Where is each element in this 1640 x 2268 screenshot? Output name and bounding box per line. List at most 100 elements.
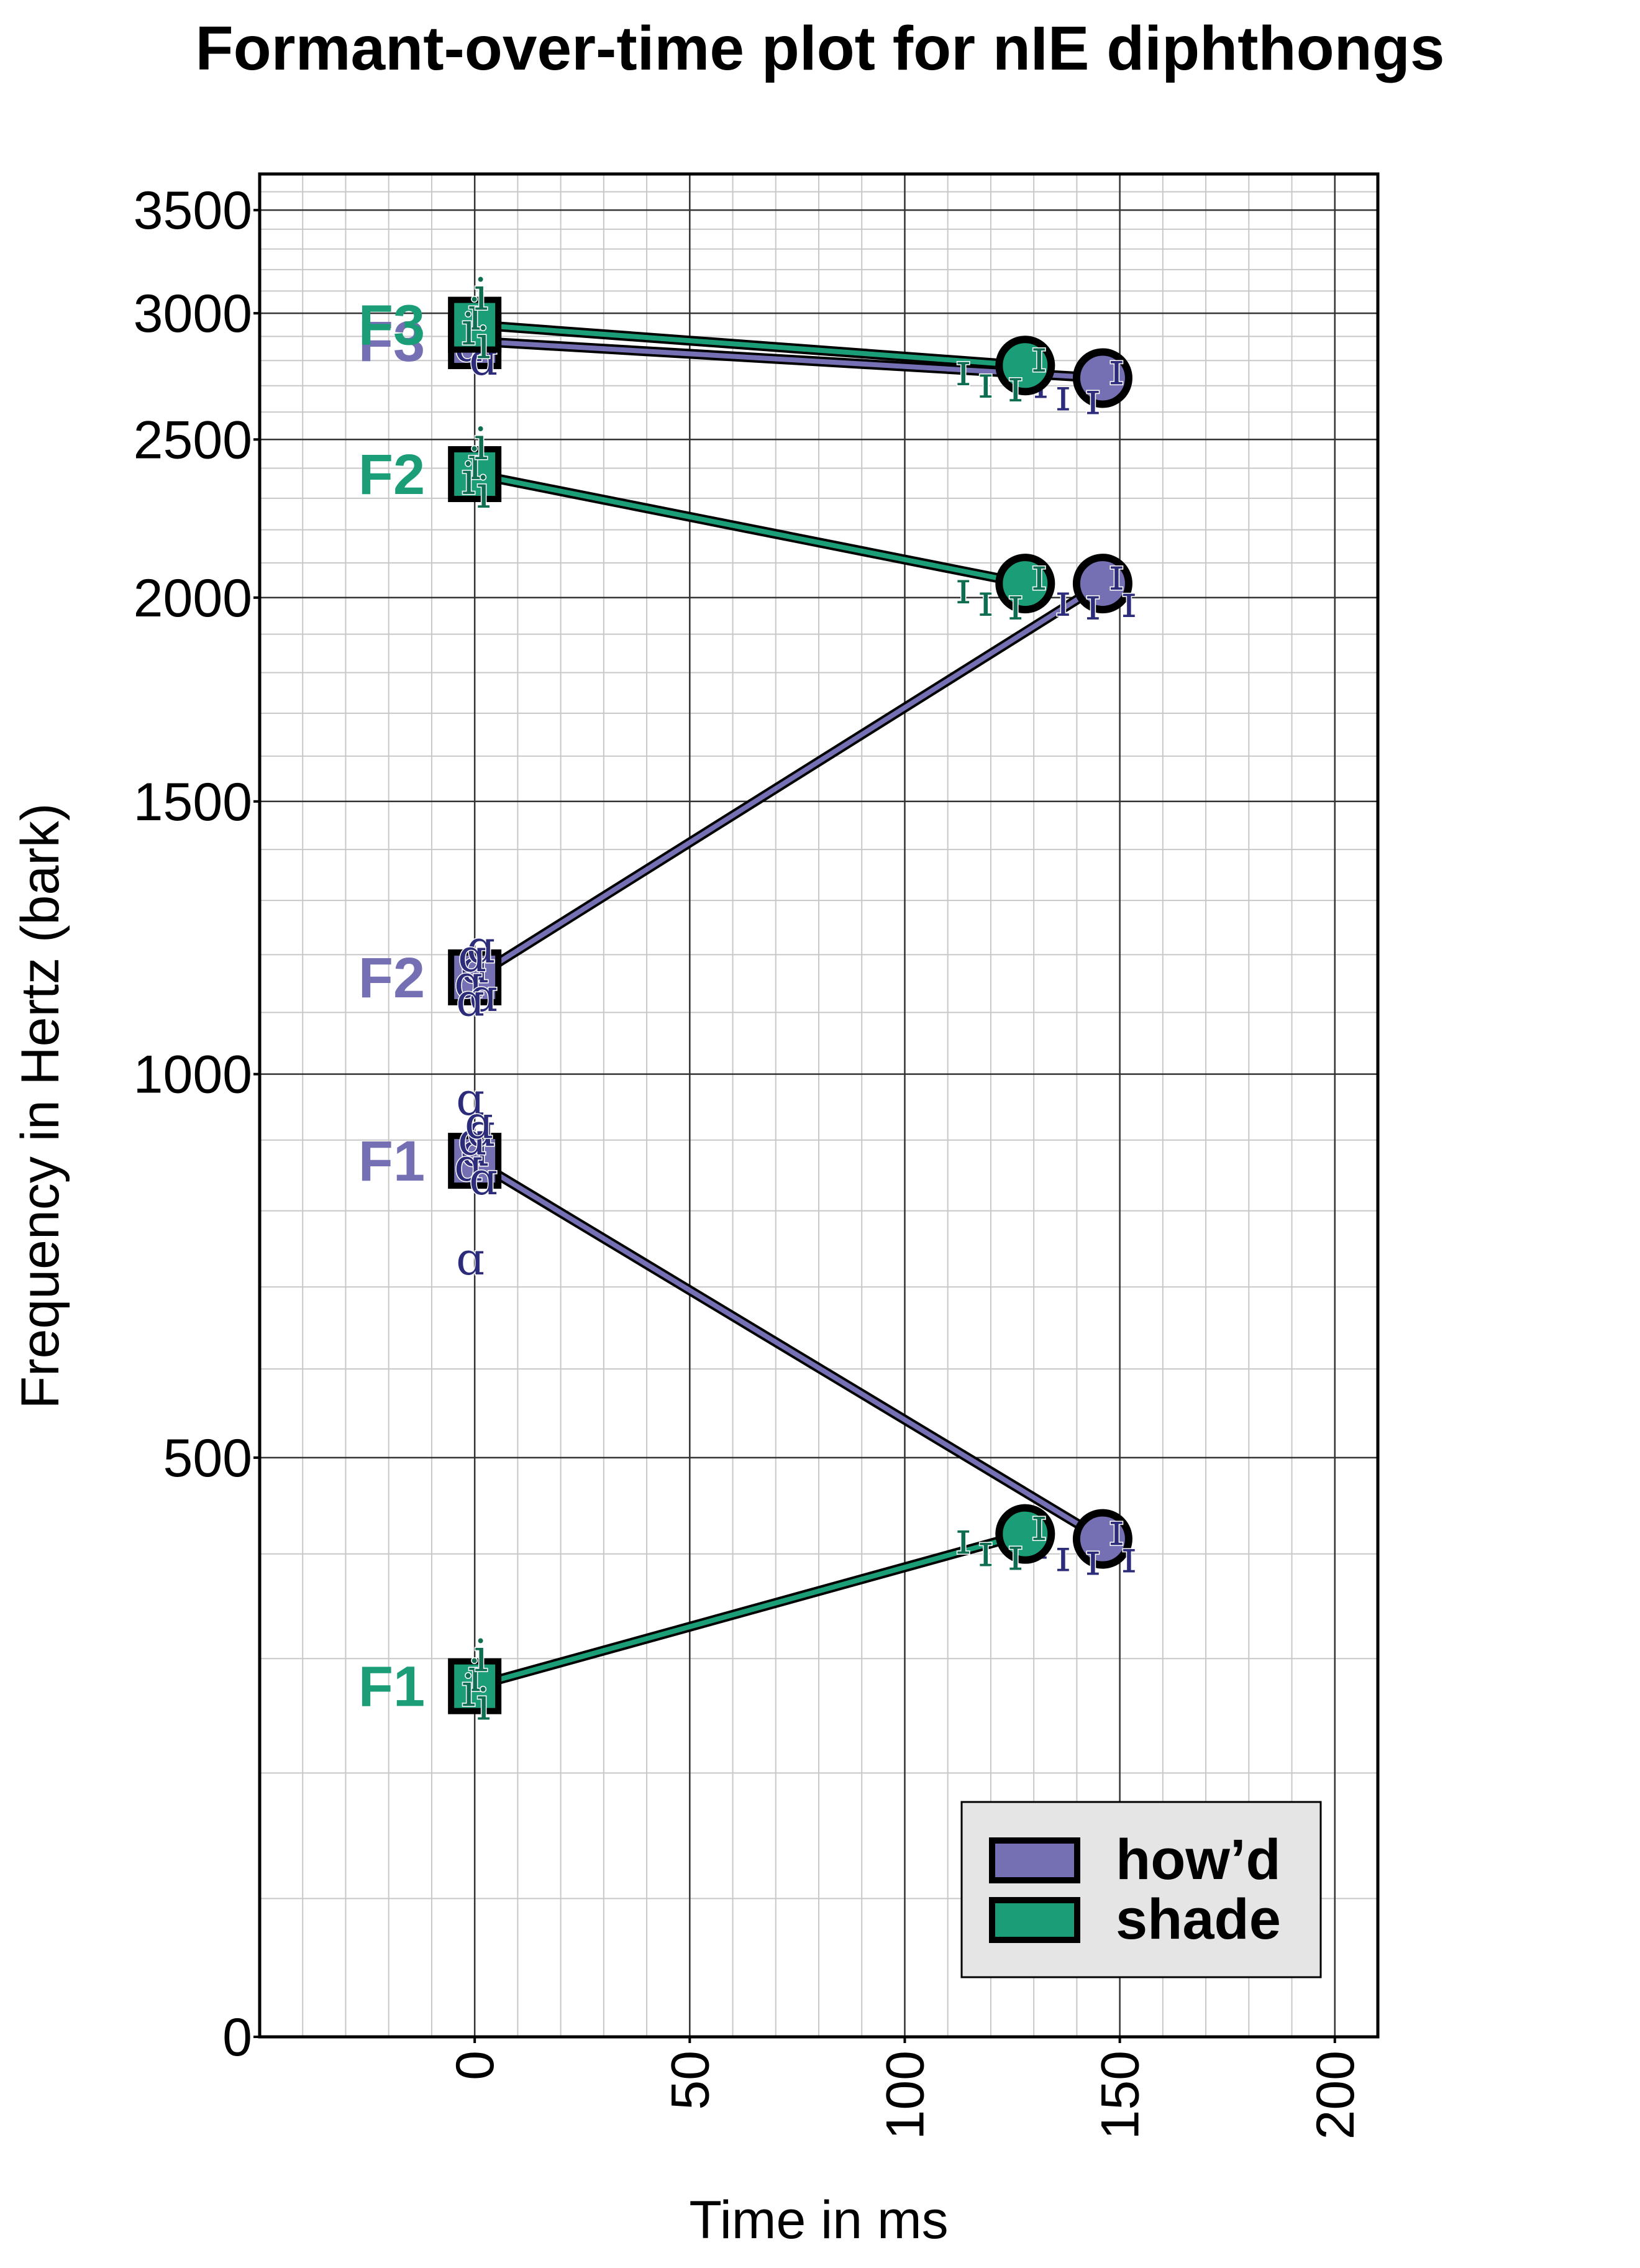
onset-token: ɑ bbox=[467, 1104, 495, 1156]
y-axis-ticks: 0 500 1000 1500 2000 2500 3000 3500 bbox=[134, 181, 260, 2067]
legend-label-shade: shade bbox=[1116, 1888, 1281, 1951]
x-tick-label: 50 bbox=[660, 2051, 720, 2110]
offset-token: ɪ bbox=[1008, 578, 1023, 630]
loose-token: ɑ bbox=[456, 1073, 485, 1125]
onset-token: i bbox=[468, 288, 482, 341]
onset-square bbox=[448, 1658, 502, 1714]
offset-token: ɪ bbox=[956, 1512, 970, 1565]
y-tick-label: 3000 bbox=[134, 284, 252, 344]
x-tick-label: 100 bbox=[875, 2051, 935, 2140]
offset-token: ɪ bbox=[1121, 1531, 1136, 1583]
onset-token: i bbox=[462, 1665, 476, 1717]
offset-token: ɪ bbox=[1121, 575, 1136, 628]
onset-token: i bbox=[468, 437, 482, 490]
onset-token: ɑ bbox=[460, 1124, 489, 1176]
offset-token: ɪ bbox=[1109, 342, 1123, 395]
onset-token: ɑ bbox=[467, 921, 495, 973]
offset-token: ɪ bbox=[978, 1525, 993, 1577]
offset-token: ɪ bbox=[978, 356, 993, 408]
legend-box bbox=[960, 1801, 1322, 1978]
y-tick-label: 2500 bbox=[134, 410, 252, 470]
y-tick-label: 1500 bbox=[134, 772, 252, 832]
offset-token: ɪ bbox=[1109, 548, 1123, 600]
onset-token: i bbox=[468, 1650, 482, 1702]
formant-label-F2: F2 bbox=[358, 946, 425, 1010]
offset-token: ɪ bbox=[1085, 1534, 1100, 1586]
major-grid bbox=[260, 174, 1378, 2037]
onset-square bbox=[448, 1133, 502, 1189]
x-axis-label: Time in ms bbox=[689, 2190, 948, 2250]
trajectory-line bbox=[472, 1531, 1028, 1689]
formant-label-F1: F1 bbox=[358, 1130, 425, 1193]
onset-token: ɑ bbox=[458, 1113, 486, 1165]
offset-circle bbox=[1072, 554, 1132, 614]
chart-title: Formant-over-time plot for nIE diphthong… bbox=[196, 14, 1445, 83]
offset-token: ɪ bbox=[1109, 1504, 1123, 1556]
offset-token: ɪ bbox=[1055, 368, 1070, 421]
minor-grid bbox=[260, 173, 1378, 2037]
onset-token: ɑ bbox=[469, 1153, 498, 1205]
trajectory-line bbox=[472, 1158, 1105, 1542]
offset-circle bbox=[995, 336, 1055, 396]
onset-square bbox=[448, 446, 502, 503]
offset-circle bbox=[1072, 348, 1132, 408]
offset-token: ɪ bbox=[1008, 1529, 1023, 1581]
offset-token: ɪ bbox=[1055, 574, 1070, 626]
onset-token: i bbox=[476, 1678, 491, 1731]
formant-label-F2: F2 bbox=[358, 443, 425, 506]
loose-token: ɑ bbox=[456, 1233, 485, 1285]
legend-swatch-shade bbox=[989, 1897, 1080, 1943]
x-axis-ticks: 0 50 100 150 200 bbox=[445, 2037, 1365, 2140]
onset-token: i bbox=[474, 1630, 488, 1682]
offset-token: ɪ bbox=[1085, 578, 1100, 630]
formant-label-F3: F3 bbox=[358, 294, 425, 357]
trajectory-line bbox=[472, 581, 1105, 980]
offset-token: ɪ bbox=[1032, 1499, 1046, 1551]
offset-token: ɪ bbox=[956, 344, 970, 396]
y-tick-label: 2000 bbox=[134, 569, 252, 628]
onset-token: i bbox=[474, 418, 488, 470]
trajectory-line bbox=[472, 322, 1028, 368]
y-tick-label: 0 bbox=[222, 2008, 252, 2067]
onset-token: i bbox=[462, 452, 476, 505]
offset-token: ɪ bbox=[1055, 1530, 1070, 1582]
onset-token: ɑ bbox=[469, 969, 498, 1022]
x-tick-label: 150 bbox=[1091, 2051, 1150, 2140]
y-tick-label: 500 bbox=[163, 1429, 253, 1488]
formant-label-F1: F1 bbox=[358, 1655, 425, 1719]
offset-token: ɪ bbox=[1032, 330, 1046, 382]
offset-circle bbox=[995, 554, 1055, 614]
loose-token: ɑ bbox=[465, 1097, 493, 1149]
formant-label-F3: F3 bbox=[358, 310, 425, 373]
loose-token: ɑ bbox=[456, 974, 485, 1026]
series-howd-F2: ɑɑɑɑɑɪɪɪɪɪF2 bbox=[358, 547, 1137, 1023]
x-tick-label: 200 bbox=[1306, 2051, 1365, 2140]
onset-token: i bbox=[476, 317, 491, 369]
y-axis-label: Frequency in Hertz (bark) bbox=[11, 803, 70, 1409]
onset-token: i bbox=[476, 466, 491, 518]
onset-token: ɑ bbox=[454, 956, 483, 1008]
offset-token: ɪ bbox=[1008, 360, 1023, 412]
offset-token: ɪ bbox=[1032, 548, 1046, 600]
onset-token: ɑ bbox=[458, 930, 486, 982]
offset-circle bbox=[995, 1504, 1055, 1564]
offset-circle bbox=[1072, 1509, 1132, 1569]
onset-token: i bbox=[474, 268, 488, 321]
legend-label-howd: how’d bbox=[1116, 1828, 1281, 1891]
series-layer: ɑɑɑɑɑɪɪɪɪɪF1ɑɑɑɑɑɪɪɪɪɪF2ɑɑɑɑɪɪɪɪF3iiiiɪɪ… bbox=[358, 267, 1137, 1731]
trajectory-line bbox=[472, 472, 1028, 587]
onset-token: ɑ bbox=[454, 1139, 483, 1191]
y-tick-label: 3500 bbox=[134, 181, 252, 240]
x-tick-label: 0 bbox=[445, 2051, 505, 2080]
onset-square bbox=[448, 296, 502, 353]
y-tick-label: 1000 bbox=[134, 1045, 252, 1105]
onset-token: i bbox=[462, 303, 476, 355]
onset-square bbox=[448, 949, 502, 1005]
legend: how’d shade bbox=[960, 1801, 1322, 1978]
offset-token: ɪ bbox=[956, 562, 970, 614]
offset-token: ɪ bbox=[1085, 372, 1100, 424]
